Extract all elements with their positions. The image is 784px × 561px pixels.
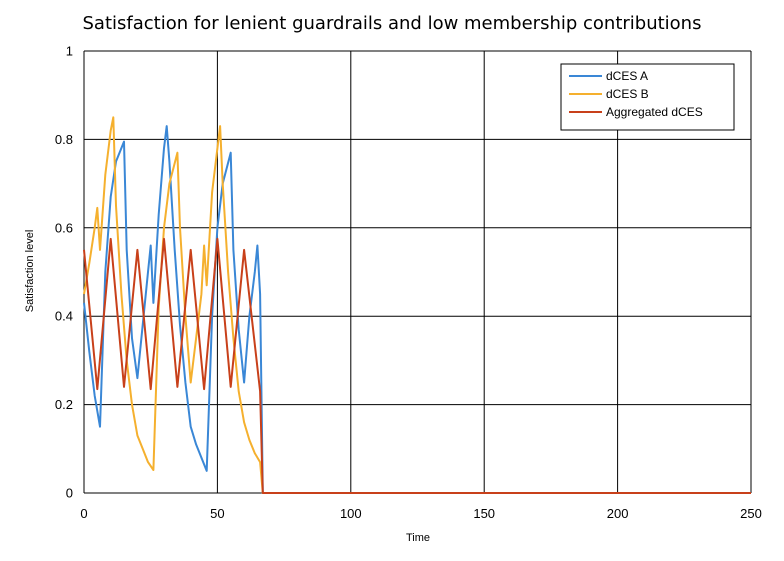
y-axis-label: Satisfaction level	[24, 230, 36, 313]
y-tick-label: 0.2	[55, 397, 73, 412]
series-line-dces-b	[83, 116, 751, 494]
y-tick-label: 1	[66, 44, 73, 59]
x-tick-label: 250	[740, 506, 762, 521]
grid	[84, 50, 752, 493]
y-tick-label: 0	[66, 486, 73, 501]
x-tick-label: 200	[607, 506, 629, 521]
legend: dCES A dCES B Aggregated dCES	[560, 63, 735, 131]
y-tick-label: 0.4	[55, 309, 73, 324]
x-tick-label: 150	[473, 506, 495, 521]
legend-box	[560, 63, 735, 131]
y-tick-label: 0.6	[55, 220, 73, 235]
x-tick-label: 0	[80, 506, 87, 521]
series-line-dces-a	[83, 125, 751, 494]
series-line-aggregated-dces	[83, 237, 751, 494]
series-lines	[83, 116, 751, 494]
x-axis-label: Time	[406, 532, 430, 544]
legend-label-aggregated-dces: Aggregated dCES	[606, 105, 703, 119]
x-tick-label: 50	[210, 506, 224, 521]
chart-title: Satisfaction for lenient guardrails and …	[83, 13, 702, 34]
legend-label-dces-a: dCES A	[606, 69, 648, 83]
legend-label-dces-b: dCES B	[606, 87, 649, 101]
x-tick-label: 100	[340, 506, 362, 521]
tick-labels: 0 50 100 150 200 250 0 0.2 0.4 0.6 0.8 1	[55, 44, 762, 522]
y-tick-label: 0.8	[55, 132, 73, 147]
